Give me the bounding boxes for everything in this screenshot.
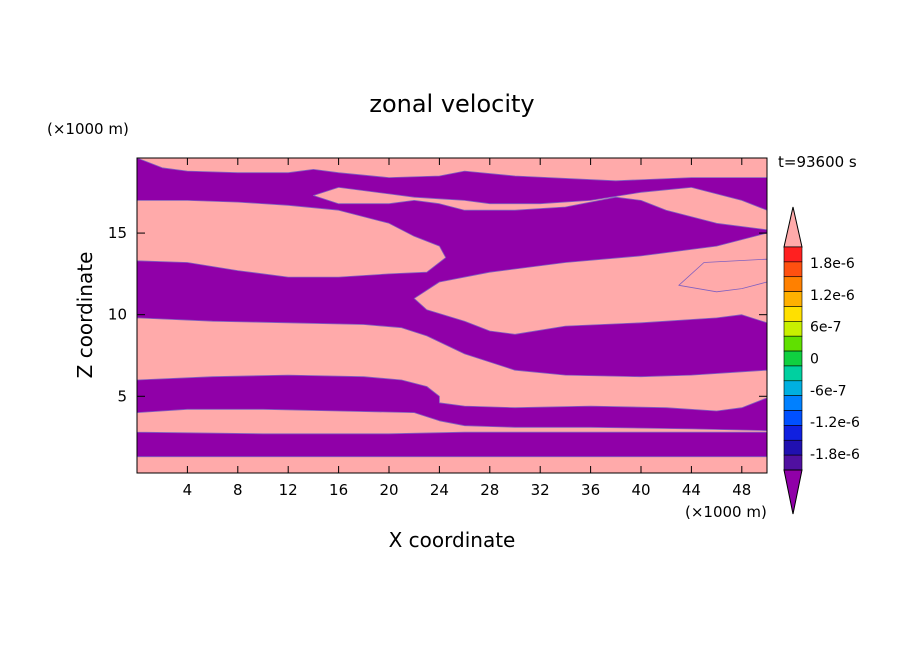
colorbar-level [783,335,803,352]
y-tick-label: 5 [117,387,127,405]
colorbar-over-triangle [783,206,803,248]
colorbar-level [783,380,803,396]
x-tick-label: 36 [581,481,600,499]
positive-velocity-region [137,200,447,278]
x-tick-label: 32 [531,481,550,499]
colorbar-label: 0 [810,352,819,368]
colorbar-level [783,395,803,411]
colorbar-level [783,321,803,337]
x-tick-label: 40 [631,481,650,499]
plot-frame [136,157,768,474]
positive-velocity-region [313,187,767,231]
positive-velocity-region [137,456,767,473]
x-tick-label: 24 [430,481,449,499]
x-tick-label: 8 [233,481,243,499]
positive-velocity-region [678,258,767,293]
x-tick-label: 48 [732,481,751,499]
y-unit-label: (×1000 m) [47,120,129,138]
colorbar-level [783,410,803,426]
positive-velocity-region [413,232,767,335]
chart-title: zonal velocity [369,90,534,118]
y-tick-label: 15 [108,224,127,242]
x-tick-label: 12 [279,481,298,499]
x-tick-label: 4 [183,481,193,499]
positive-velocity-region [137,158,767,182]
colorbar-level [783,306,803,322]
colorbar-under-triangle [783,469,803,515]
x-axis-label: X coordinate [389,528,516,552]
x-unit-label: (×1000 m) [685,503,767,521]
colorbar-label: 1.8e-6 [810,256,855,272]
x-tick-label: 28 [480,481,499,499]
colorbar-level [783,454,803,471]
colorbar-label: -1.2e-6 [810,415,860,431]
colorbar-label: -1.8e-6 [810,447,860,463]
positive-velocity-region [137,408,767,435]
colorbar-level [783,246,803,263]
colorbar-level [783,439,803,456]
x-tick-label: 20 [379,481,398,499]
colorbar-level [783,425,803,441]
colorbar-level [783,365,803,382]
colorbar-label: -6e-7 [810,383,847,399]
colorbar-label: 1.2e-6 [810,288,855,304]
colorbar-level [783,276,803,292]
y-axis-label: Z coordinate [73,252,97,379]
colorbar: 1.8e-6 1.2e-6 6e-7 0 -6e-7 -1.2e-6 -1.8e-6 [783,206,860,515]
colorbar-level [783,350,803,367]
x-tick-label: 44 [682,481,701,499]
x-tick-label: 16 [329,481,348,499]
colorbar-level [783,261,803,278]
positive-velocity-region [137,317,767,412]
colorbar-level [783,291,803,307]
time-label: t=93600 s [778,153,857,171]
colorbar-label: 6e-7 [810,320,841,336]
y-tick-label: 10 [108,306,127,324]
